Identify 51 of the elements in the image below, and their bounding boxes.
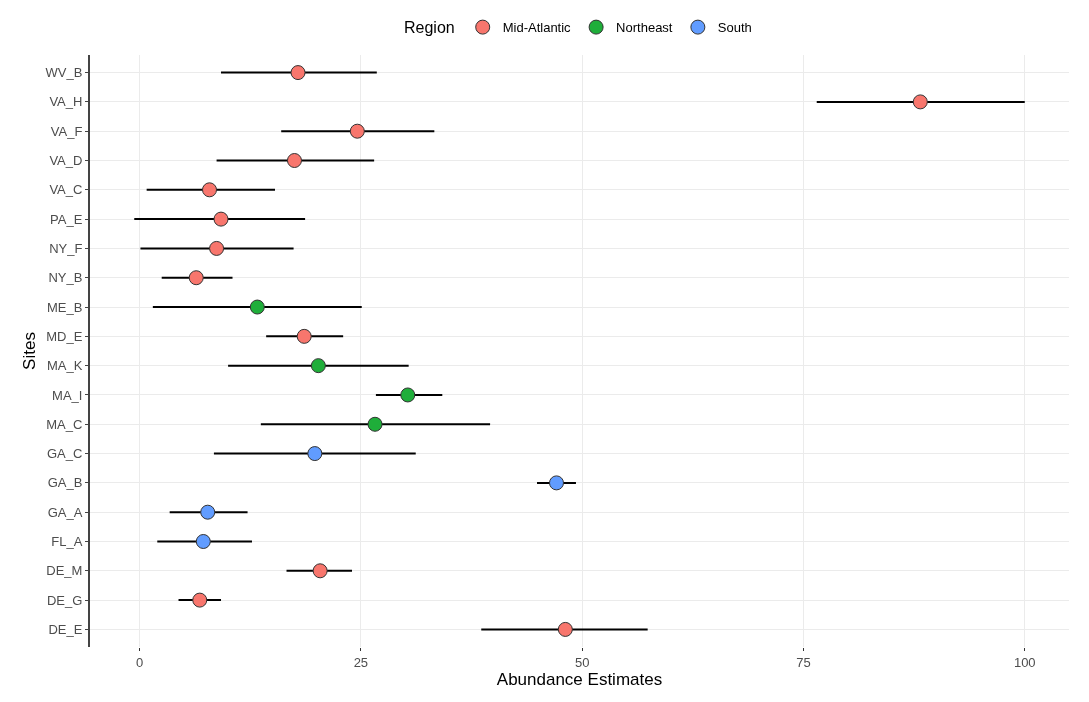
legend-label: Northeast <box>616 20 673 36</box>
point <box>213 211 229 227</box>
legend-label: South <box>717 20 752 36</box>
y-tick-label: MA_C <box>46 416 83 432</box>
y-tick-label: NY_B <box>48 270 83 286</box>
x-tick-label: 75 <box>796 654 811 670</box>
point <box>367 416 383 432</box>
y-tick-label: GA_A <box>47 504 83 520</box>
legend-title: Region <box>404 18 455 36</box>
point <box>307 446 323 462</box>
point <box>912 94 928 110</box>
y-tick-label: GA_C <box>46 446 83 462</box>
x-tick-label: 25 <box>353 654 369 670</box>
point <box>209 240 225 256</box>
point <box>188 270 204 286</box>
y-tick-label: DE_E <box>48 621 83 637</box>
y-tick-label: DE_G <box>46 592 83 608</box>
y-tick-label: VA_F <box>50 123 83 139</box>
x-axis-title: Abundance Estimates <box>496 670 663 689</box>
y-tick-label: GA_B <box>47 475 83 491</box>
y-tick-label: MA_I <box>52 387 83 403</box>
y-tick-label: VA_C <box>49 182 83 198</box>
point <box>400 387 416 403</box>
point <box>557 621 573 637</box>
y-tick-label: MD_E <box>46 328 83 344</box>
y-tick-label: ME_B <box>46 299 83 315</box>
y-tick-label: FL_A <box>51 534 83 550</box>
point <box>200 504 216 520</box>
y-tick-label: NY_F <box>49 240 83 256</box>
point <box>310 358 326 374</box>
y-tick-label: WV_B <box>45 65 83 81</box>
point <box>192 592 208 608</box>
point <box>202 182 217 198</box>
y-tick-label: VA_D <box>49 153 83 169</box>
point <box>549 475 564 491</box>
y-tick-label: PA_E <box>50 211 83 227</box>
y-tick-label: VA_H <box>49 94 83 110</box>
point <box>312 563 328 579</box>
point <box>286 153 302 168</box>
x-tick-label: 100 <box>1013 654 1036 670</box>
x-tick-label: 0 <box>135 654 144 670</box>
point <box>349 123 365 139</box>
y-tick-label: MA_K <box>46 358 83 374</box>
point <box>296 328 312 344</box>
point <box>290 65 306 81</box>
y-axis-title: Sites <box>19 332 39 370</box>
point <box>195 534 211 549</box>
point <box>249 299 265 315</box>
x-tick-label: 50 <box>574 654 590 670</box>
y-tick-label: DE_M <box>46 563 83 579</box>
legend-label: Mid-Atlantic <box>502 20 572 36</box>
